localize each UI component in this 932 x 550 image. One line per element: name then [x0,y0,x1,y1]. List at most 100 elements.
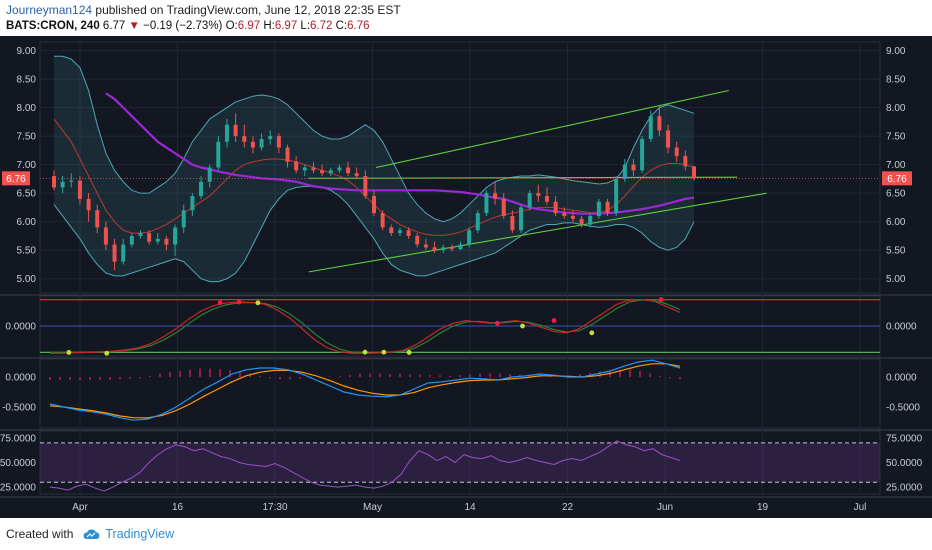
symbol-label: BATS:CRON, 240 [6,20,100,32]
rsi-y-label-right: 75.0000 [886,433,923,444]
candle-body [510,215,515,231]
osc-signal-dot [551,318,557,323]
candle-body [52,176,56,188]
close-label: C: [335,20,348,32]
pane-frame-0 [39,41,881,294]
osc-signal-dot [104,350,110,356]
osc-signal-dot [406,350,412,355]
tradingview-brand: TradingView [105,527,175,541]
osc-y-label-right: 0.0000 [886,322,917,333]
bollinger-lower-line [53,185,695,283]
candle-body [544,196,549,202]
macd-y-label-left: -0.5000 [2,403,36,414]
candle-body [553,201,558,214]
candle-body [648,116,653,139]
candle-body [493,193,498,199]
author-link[interactable]: Journeyman124 [6,3,93,17]
candle-body [372,196,376,214]
candle-body [259,138,264,148]
candle-body [389,227,394,234]
candle-body [380,213,385,228]
osc-signal-dot [217,300,223,305]
candle-body [285,147,290,162]
candle-body [86,198,91,211]
cloud-icon [83,529,100,539]
candle-body [458,244,463,250]
candle-body [484,193,489,214]
y-tick-label-right: 6.50 [886,189,906,200]
candle-body [129,235,134,245]
rsi-y-label-right: 25.0000 [886,483,923,494]
x-tick-label: 22 [562,502,574,513]
candle-body [242,136,247,142]
candle-body [69,180,74,182]
trendline-2 [308,176,738,179]
candle-body [415,235,420,245]
candle-body [95,210,100,228]
candle-body [475,213,480,231]
trendline-1 [308,192,767,273]
pane-frame-2 [39,358,881,429]
candle-body [596,201,601,216]
y-tick-label-right: 8.50 [886,75,906,86]
osc-y-label-left: 0.0000 [5,322,36,333]
bollinger-upper-line [54,55,695,223]
candle-body [640,138,645,171]
candle-body [562,213,567,216]
candle-body [519,207,524,231]
osc-signal-dot [658,297,664,302]
candle-body [579,218,584,225]
y-tick-label-right: 5.00 [886,274,906,285]
candle-body [346,167,351,174]
y-tick-label-left: 7.00 [17,160,37,171]
candle-body [302,167,307,171]
published-text: published on TradingView.com, June 12, 2… [95,3,401,17]
candle-body [320,170,325,174]
x-tick-label: Jul [854,502,867,513]
candle-body [467,230,472,245]
candle-body [190,196,195,211]
y-tick-label-left: 5.00 [17,274,37,285]
candle-body [397,230,402,234]
candle-body [692,166,696,179]
candle-body [441,247,446,251]
y-tick-label-right: 7.00 [886,160,906,171]
candle-body [147,233,152,242]
candle-body [501,198,506,216]
chart-area[interactable]: Apr 16 17:30 May 14 22 Jun 19 Jul 9.00 9.00 8.50 8.5… [0,36,932,518]
y-tick-label-left: 6.00 [17,217,37,228]
change-down-icon: ▼ [128,20,140,32]
y-tick-label-left: 7.50 [17,132,37,143]
y-tick-label-left: 6.50 [17,189,37,200]
x-tick-label: Apr [72,502,88,513]
tradingview-logo[interactable]: TradingView [81,527,174,541]
candle-body [536,193,541,197]
candle-body [406,230,411,236]
osc-signal-dot [520,323,525,329]
pane-frame-3 [39,430,881,495]
y-tick-label-left: 8.00 [17,103,37,114]
candle-body [570,215,575,219]
osc-signal-dot [494,320,500,326]
chart-svg[interactable]: Apr 16 17:30 May 14 22 Jun 19 Jul 9.00 9.00 8.50 8.5… [0,36,932,518]
footer: Created with TradingView [6,527,174,541]
candle-body [674,147,679,157]
rsi-y-label-left: 25.0000 [0,483,36,494]
close-value: 6.76 [347,20,370,32]
candle-body [328,170,333,174]
y-tick-label-right: 7.50 [886,132,906,143]
candle-body [181,210,186,228]
bollinger-band-fill [54,56,694,282]
rsi-band [40,442,880,483]
rsi-line [49,440,681,492]
candle-body [155,238,160,242]
created-with-text: Created with [6,527,74,541]
ohlc-legend: BATS:CRON, 240 6.77 ▼ −0.19 (−2.73%) O:6… [6,19,370,34]
y-tick-label-left: 8.50 [17,75,37,86]
candle-body [588,215,593,225]
trendline-0 [375,89,729,169]
candle-body [121,244,126,262]
candle-body [527,193,532,208]
y-tick-label-right: 6.00 [886,217,906,228]
osc-signal-dot [66,350,72,355]
